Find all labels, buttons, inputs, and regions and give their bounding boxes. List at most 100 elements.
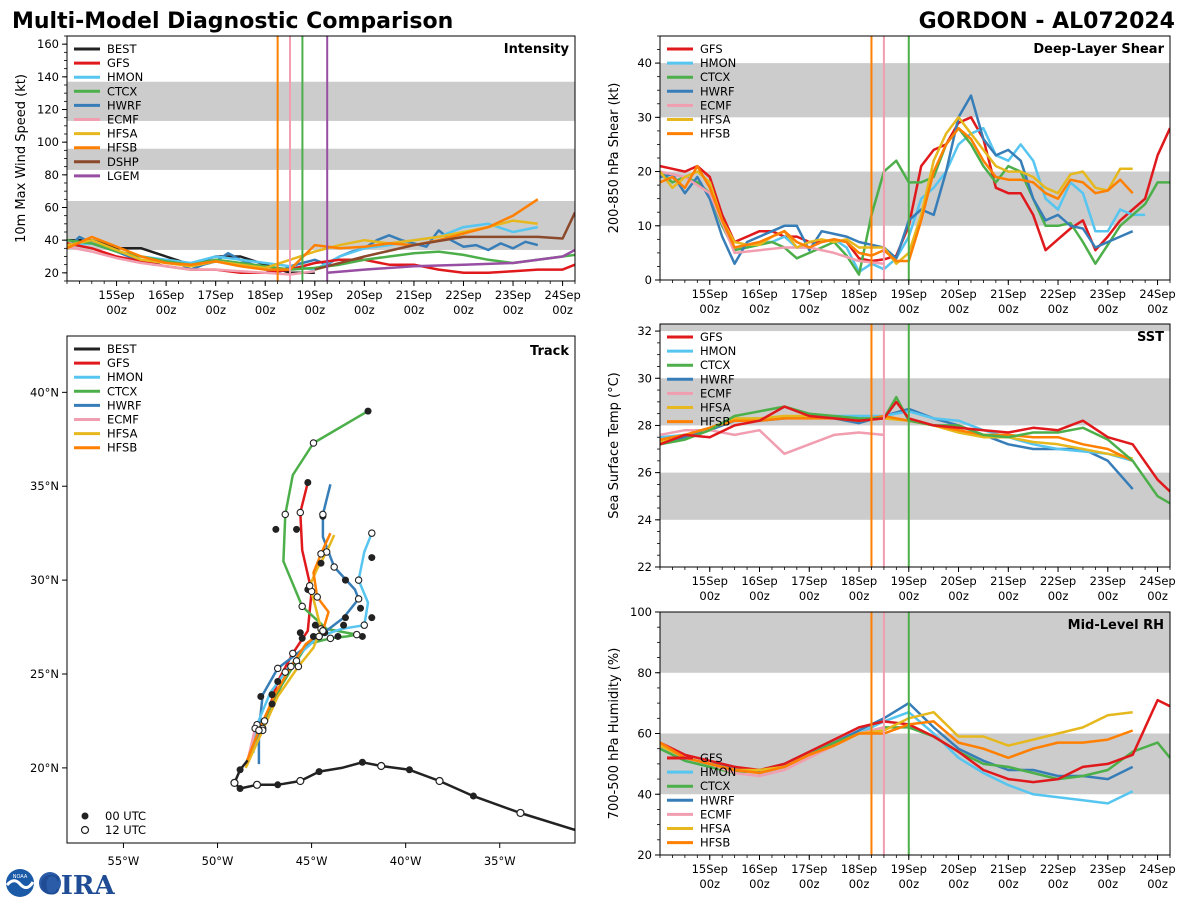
x-tick-label-date: 15Sep — [98, 288, 134, 302]
x-tick-label-date: 18Sep — [841, 862, 877, 876]
plot-area — [67, 36, 575, 281]
threshold-band — [660, 733, 1170, 795]
x-tick-label-hour: 00z — [1097, 877, 1118, 891]
track-point-00utc — [334, 632, 342, 640]
series-line-hfsb — [660, 414, 1134, 462]
track-point-12utc — [273, 664, 282, 673]
legend-label-hmon: HMON — [700, 765, 736, 779]
track-point-12utc — [317, 550, 325, 558]
noaa-wave-icon — [5, 879, 35, 889]
threshold-band — [67, 148, 575, 170]
x-tick-label-hour: 00z — [1048, 589, 1069, 603]
y-tick-label: 28 — [637, 418, 652, 432]
y-tick-label: 100 — [630, 605, 652, 619]
x-tick-label-date: 21Sep — [990, 862, 1026, 876]
x-tick-label-hour: 00z — [552, 303, 573, 317]
y-tick-label: 160 — [37, 37, 59, 51]
legend-label-ctcx: CTCX — [700, 70, 730, 84]
best-point-12utc — [377, 761, 386, 771]
y-tick-label: 32 — [637, 324, 652, 338]
y-tick-label: 80 — [637, 666, 652, 680]
track-point-00utc — [341, 614, 349, 622]
track-point-12utc — [354, 576, 363, 584]
x-tick-label-hour: 00z — [799, 589, 820, 603]
track-point-00utc — [268, 691, 276, 699]
x-tick-label-date: 20Sep — [346, 288, 382, 302]
best-point-00utc — [274, 781, 282, 789]
best-point-12utc — [435, 776, 444, 786]
x-tick-label-date: 18Sep — [841, 574, 877, 588]
axes-frame — [659, 323, 1171, 568]
x-tick-label-date: 23Sep — [1090, 862, 1126, 876]
y-tick-label: 20 — [637, 848, 652, 862]
legend-label-hwrf: HWRF — [700, 793, 735, 807]
legend-label-ecmf: ECMF — [700, 98, 732, 112]
series-line-gfs — [660, 116, 1170, 263]
x-tick-label-hour: 00z — [1097, 302, 1118, 316]
track-point-12utc — [330, 563, 338, 571]
plot-area — [230, 407, 575, 832]
best-point-00utc — [358, 758, 366, 766]
track-line-best — [233, 759, 575, 832]
y-tick-label: 30°N — [30, 573, 59, 587]
legend-label-hmon: HMON — [107, 70, 143, 84]
legend-label-ctcx: CTCX — [700, 779, 730, 793]
x-tick-label-date: 22Sep — [1040, 862, 1076, 876]
track-point-00utc — [357, 604, 365, 612]
track-point-12utc — [315, 632, 323, 641]
x-tick-label-hour: 00z — [948, 302, 969, 316]
legend-label-hfsa: HFSA — [700, 401, 731, 415]
track-point-12utc — [354, 595, 363, 603]
x-tick-label-date: 15Sep — [692, 862, 728, 876]
x-tick-label-hour: 00z — [106, 303, 127, 317]
y-tick-label: 80 — [44, 168, 59, 182]
track-point-12utc — [319, 627, 327, 635]
x-tick-label-date: 22Sep — [1040, 287, 1076, 301]
best-point-00utc — [236, 766, 244, 774]
y-tick-label: 24 — [637, 513, 652, 527]
panel-title: Deep-Layer Shear — [1033, 42, 1164, 57]
y-tick-label: 0 — [645, 273, 652, 287]
track-point-00utc — [298, 634, 306, 642]
track-point-12utc — [309, 439, 318, 447]
x-tick-label-date: 17Sep — [198, 288, 234, 302]
threshold-band — [660, 63, 1170, 118]
track-point-00utc — [364, 407, 372, 415]
legend-label-ctcx: CTCX — [700, 358, 730, 372]
series-line-hfsa — [660, 116, 1133, 265]
legend-label-hfsa: HFSA — [107, 127, 138, 141]
plot-area — [660, 324, 1170, 567]
track-point-12utc — [305, 581, 314, 590]
threshold-band — [660, 472, 1170, 520]
legend-label-hwrf: HWRF — [107, 98, 142, 112]
track-point-00utc — [309, 632, 317, 640]
legend-label-hmon: HMON — [107, 370, 143, 384]
y-tick-label: 35°N — [30, 479, 59, 493]
x-tick-label-hour: 00z — [799, 302, 820, 316]
x-tick-label-hour: 00z — [304, 303, 325, 317]
y-tick-label: 20 — [637, 165, 652, 179]
legend-label-hwrf: HWRF — [700, 84, 735, 98]
y-axis-label: 10m Max Wind Speed (kt) — [14, 74, 29, 243]
legend-label-best: BEST — [107, 342, 137, 356]
legend-label-gfs: GFS — [107, 356, 130, 370]
intensity-panel: 2040608010012014016015Sep00z16Sep00z17Se… — [14, 35, 581, 317]
x-tick-label-hour: 00z — [255, 303, 276, 317]
x-tick-label-date: 20Sep — [940, 862, 976, 876]
track-point-12utc — [281, 668, 290, 676]
best-point-12utc — [296, 776, 305, 786]
track-panel: 55°W 50°W 45°W 40°W 35°W 20°N 25°N 30°N 35°N 40°N… — [30, 335, 576, 868]
legend-label-hfsa: HFSA — [700, 113, 731, 127]
x-tick-label-date: 24Sep — [1139, 574, 1175, 588]
x-tick-label-date: 16Sep — [148, 288, 184, 302]
x-tick-label-hour: 00z — [1097, 589, 1118, 603]
x-tick-label-date: 24Sep — [544, 288, 580, 302]
x-tick-label-date: 24Sep — [1139, 287, 1175, 301]
storm-name: GORDON - AL072024 — [919, 9, 1175, 34]
track-point-00utc — [340, 621, 348, 629]
shear-panel: 01020304015Sep00z16Sep00z17Sep00z18Sep00… — [607, 35, 1176, 316]
x-tick-label-hour: 00z — [849, 877, 870, 891]
x-tick-label-hour: 00z — [898, 877, 919, 891]
legend-marker-00utc — [81, 812, 89, 820]
